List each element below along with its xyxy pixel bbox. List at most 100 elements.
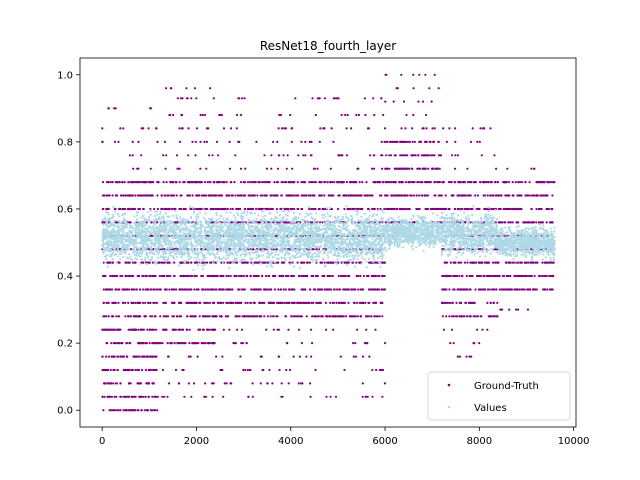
point-ground-truth	[107, 315, 110, 318]
point-ground-truth	[365, 315, 368, 318]
point-ground-truth	[499, 308, 502, 311]
point-ground-truth	[132, 409, 135, 412]
point-ground-truth	[418, 73, 421, 76]
point-ground-truth	[319, 127, 322, 130]
point-ground-truth	[118, 315, 121, 318]
point-ground-truth	[514, 207, 518, 211]
point-ground-truth	[287, 274, 290, 278]
point-ground-truth	[332, 301, 335, 304]
point-ground-truth	[190, 261, 193, 264]
point-ground-truth	[206, 315, 209, 318]
point-ground-truth	[380, 194, 383, 197]
point-ground-truth	[152, 288, 155, 291]
point-ground-truth	[297, 315, 300, 318]
point-ground-truth	[191, 140, 194, 143]
point-ground-truth	[480, 154, 483, 157]
point-ground-truth	[234, 194, 237, 197]
point-ground-truth	[492, 315, 495, 318]
point-ground-truth	[111, 409, 114, 412]
point-ground-truth	[206, 274, 209, 278]
point-ground-truth	[537, 221, 541, 224]
point-ground-truth	[102, 288, 105, 291]
point-ground-truth	[201, 342, 204, 345]
point-ground-truth	[111, 315, 114, 318]
point-ground-truth	[290, 288, 293, 291]
point-ground-truth	[455, 301, 458, 304]
point-ground-truth	[308, 261, 311, 264]
point-ground-truth	[547, 207, 551, 211]
point-ground-truth	[150, 234, 153, 237]
point-ground-truth	[289, 181, 292, 184]
point-ground-truth	[490, 181, 493, 184]
point-ground-truth	[208, 301, 212, 304]
point-ground-truth	[361, 355, 365, 358]
point-ground-truth	[293, 207, 296, 211]
point-ground-truth	[136, 355, 139, 358]
point-ground-truth	[186, 194, 189, 197]
point-ground-truth	[257, 261, 260, 264]
point-values	[185, 229, 189, 232]
point-ground-truth	[125, 261, 128, 264]
point-ground-truth	[169, 87, 172, 90]
point-ground-truth	[471, 127, 474, 130]
point-ground-truth	[313, 315, 317, 318]
point-ground-truth	[380, 167, 384, 170]
point-ground-truth	[480, 315, 483, 318]
point-ground-truth	[226, 315, 229, 318]
point-ground-truth	[147, 355, 150, 358]
point-ground-truth	[246, 207, 249, 211]
point-ground-truth	[466, 167, 469, 170]
point-ground-truth	[505, 194, 508, 197]
point-ground-truth	[272, 328, 275, 331]
point-ground-truth	[515, 288, 518, 291]
point-ground-truth	[206, 181, 209, 184]
point-ground-truth	[137, 274, 140, 278]
point-ground-truth	[105, 355, 108, 358]
point-ground-truth	[418, 207, 421, 211]
point-ground-truth	[144, 368, 147, 372]
point-ground-truth	[326, 315, 329, 318]
point-ground-truth	[404, 181, 407, 184]
point-ground-truth	[303, 194, 306, 197]
point-ground-truth	[318, 97, 321, 100]
point-ground-truth	[111, 194, 114, 197]
point-ground-truth	[178, 315, 181, 318]
point-ground-truth	[522, 221, 525, 224]
point-ground-truth	[199, 113, 202, 117]
point-ground-truth	[479, 127, 482, 130]
point-ground-truth	[156, 140, 159, 143]
point-ground-truth	[302, 154, 305, 157]
point-ground-truth	[243, 288, 246, 291]
point-ground-truth	[506, 288, 509, 291]
point-ground-truth	[123, 368, 126, 372]
point-ground-truth	[203, 113, 206, 117]
point-ground-truth	[456, 288, 459, 291]
point-ground-truth	[105, 342, 108, 345]
point-ground-truth	[133, 355, 136, 358]
point-ground-truth	[121, 274, 124, 278]
point-ground-truth	[454, 315, 458, 318]
point-ground-truth	[188, 181, 192, 184]
point-ground-truth	[420, 154, 423, 157]
point-ground-truth	[287, 301, 290, 304]
point-ground-truth	[139, 328, 142, 331]
point-ground-truth	[246, 301, 249, 304]
point-ground-truth	[361, 395, 364, 398]
point-ground-truth	[113, 107, 116, 110]
point-ground-truth	[170, 301, 174, 304]
point-ground-truth	[362, 301, 365, 304]
point-ground-truth	[520, 288, 523, 291]
point-ground-truth	[486, 328, 489, 331]
point-ground-truth	[118, 181, 121, 184]
point-ground-truth	[437, 181, 440, 184]
point-ground-truth	[245, 261, 248, 264]
point-ground-truth	[380, 97, 383, 100]
point-ground-truth	[372, 301, 375, 304]
point-ground-truth	[244, 368, 247, 372]
point-ground-truth	[476, 194, 479, 197]
point-ground-truth	[181, 113, 184, 117]
point-ground-truth	[127, 382, 130, 385]
point-ground-truth	[425, 140, 428, 143]
point-ground-truth	[153, 301, 156, 304]
point-ground-truth	[112, 328, 115, 331]
